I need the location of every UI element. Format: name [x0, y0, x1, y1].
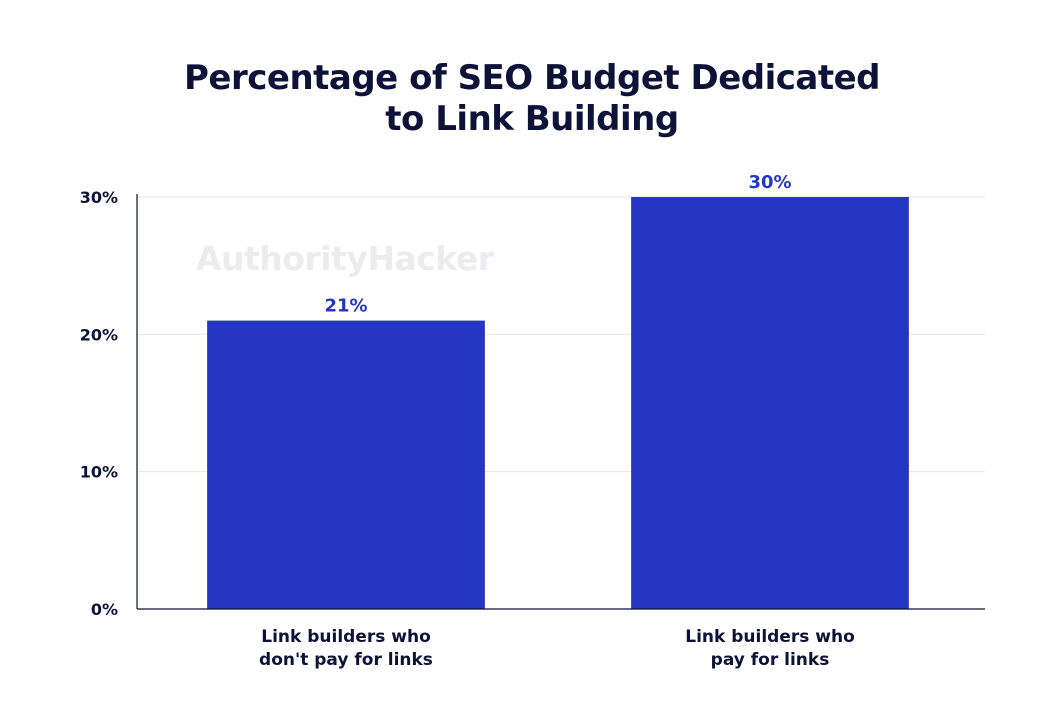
bar-value-label: 21% — [324, 296, 367, 317]
y-tick-label: 30% — [80, 188, 118, 207]
x-axis-category-labels: Link builders who don't pay for links Link… — [259, 627, 855, 670]
x-category-label: pay for links — [711, 650, 830, 670]
watermark-logo: AuthorityHacker — [196, 239, 495, 278]
bar — [631, 197, 909, 609]
x-category-label: Link builders who — [685, 627, 855, 647]
chart-title-line-1: Percentage of SEO Budget Dedicated — [184, 58, 880, 98]
bar-value-label: 30% — [748, 172, 791, 193]
bars — [207, 197, 909, 609]
x-category-label: Link builders who — [261, 627, 431, 647]
y-axis-tick-labels: 0% 10% 20% 30% — [80, 188, 118, 619]
chart-title-line-2: to Link Building — [385, 99, 678, 139]
y-tick-label: 10% — [80, 463, 118, 482]
y-tick-label: 0% — [91, 600, 118, 619]
y-tick-label: 20% — [80, 325, 118, 344]
x-category-label: don't pay for links — [259, 650, 433, 670]
data-labels: 21% 30% — [324, 172, 791, 317]
bar — [207, 320, 485, 609]
